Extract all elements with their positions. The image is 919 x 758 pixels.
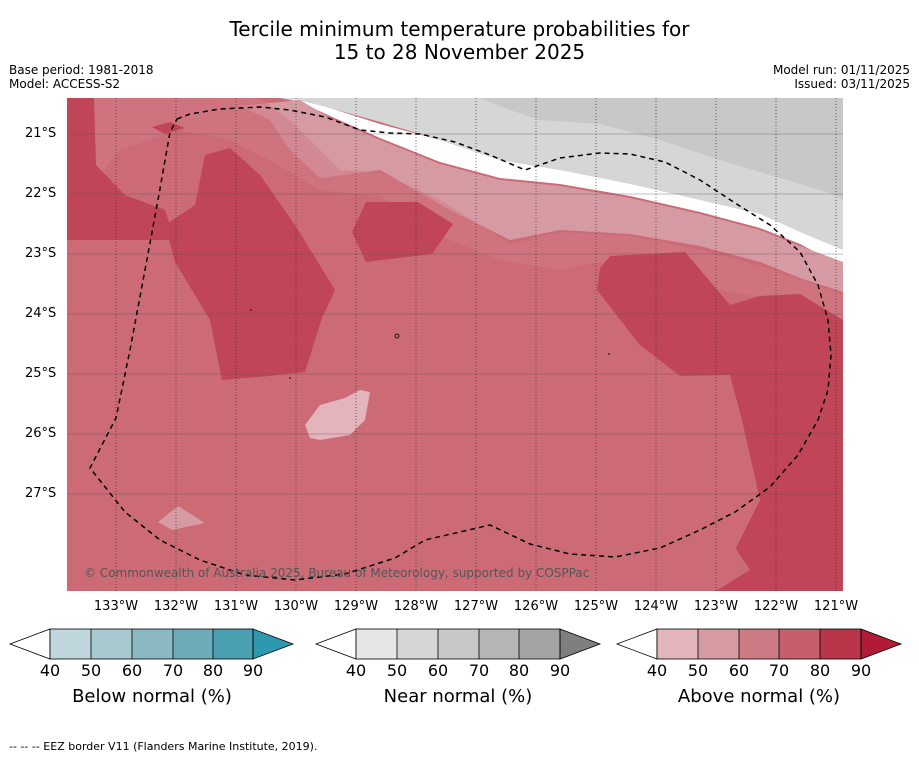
lon-label: 132°W xyxy=(153,599,199,614)
lon-label: 129°W xyxy=(333,599,379,614)
footer-note: -- -- -- EEZ border V11 (Flanders Marine… xyxy=(9,740,318,753)
field-above-40-patch-b xyxy=(158,506,205,530)
probability-field xyxy=(67,98,843,591)
eez-border xyxy=(89,106,832,581)
tick-label: 40 xyxy=(39,661,61,680)
lon-label: 127°W xyxy=(453,599,499,614)
lat-label: 23°S xyxy=(25,246,57,261)
colorbar-near-label: Near normal (%) xyxy=(383,686,533,707)
field-above-40 xyxy=(240,100,843,292)
tick-label: 50 xyxy=(80,661,102,680)
field-above-60-east-tongue xyxy=(700,420,760,591)
tick-label: 70 xyxy=(162,661,184,680)
colorbar-below xyxy=(8,628,295,660)
lat-label: 25°S xyxy=(25,366,57,381)
lat-label: 21°S xyxy=(25,126,57,141)
island-mark xyxy=(250,309,252,311)
tick-label: 60 xyxy=(121,661,143,680)
colorbar-above-label: Above normal (%) xyxy=(677,686,841,707)
field-above-70-west xyxy=(67,98,175,240)
meta-right: Model run: 01/11/2025 Issued: 03/11/2025 xyxy=(773,63,910,91)
model-name: Model: ACCESS-S2 xyxy=(9,77,121,91)
lon-label: 124°W xyxy=(633,599,679,614)
lon-label: 123°W xyxy=(693,599,739,614)
lat-label: 27°S xyxy=(25,486,57,501)
island-mark xyxy=(394,333,400,339)
lat-gridlines xyxy=(67,133,843,495)
field-white-gap xyxy=(290,98,843,262)
tick-label: 80 xyxy=(809,661,831,680)
lon-label: 125°W xyxy=(573,599,619,614)
lat-label: 22°S xyxy=(25,186,57,201)
lon-label: 122°W xyxy=(753,599,799,614)
model-run: Model run: 01/11/2025 xyxy=(772,63,910,77)
copyright-notice: © Commonwealth of Australia 2025, Bureau… xyxy=(84,566,590,580)
field-small-red xyxy=(152,122,185,134)
tick-label: 90 xyxy=(850,661,872,680)
colorbar-above xyxy=(615,628,903,660)
tick-label: 70 xyxy=(768,661,790,680)
tick-label: 50 xyxy=(386,661,408,680)
title-line-1: Tercile minimum temperature probabilitie… xyxy=(229,17,690,41)
lat-label: 26°S xyxy=(25,426,57,441)
tick-label: 50 xyxy=(687,661,709,680)
island-mark xyxy=(289,377,291,379)
chart-title: Tercile minimum temperature probabilitie… xyxy=(0,18,919,64)
tick-label: 40 xyxy=(345,661,367,680)
tick-label: 60 xyxy=(728,661,750,680)
issued-date: Issued: 03/11/2025 xyxy=(794,77,910,91)
lon-gridlines xyxy=(115,98,837,591)
lon-label: 130°W xyxy=(273,599,319,614)
tick-label: 80 xyxy=(508,661,530,680)
tick-label: 60 xyxy=(427,661,449,680)
tick-label: 90 xyxy=(549,661,571,680)
tick-label: 90 xyxy=(242,661,264,680)
lon-label: 121°W xyxy=(813,599,859,614)
tick-label: 70 xyxy=(468,661,490,680)
lon-label: 131°W xyxy=(213,599,259,614)
field-above-70-east xyxy=(597,252,843,591)
base-period: Base period: 1981-2018 xyxy=(9,63,154,77)
tick-label: 80 xyxy=(202,661,224,680)
colorbar-below-label: Below normal (%) xyxy=(72,686,232,707)
tick-label: 40 xyxy=(646,661,668,680)
island-mark xyxy=(608,353,610,355)
lat-label: 24°S xyxy=(25,306,57,321)
field-above-70-blob xyxy=(352,202,453,262)
field-above-70-center xyxy=(165,148,335,380)
lon-label: 126°W xyxy=(513,599,559,614)
lon-label: 133°W xyxy=(93,599,139,614)
lon-label: 128°W xyxy=(393,599,439,614)
meta-left: Base period: 1981-2018 Model: ACCESS-S2 xyxy=(9,63,154,91)
field-near-normal-60 xyxy=(480,98,843,200)
colorbar-near xyxy=(314,628,602,660)
title-line-2: 15 to 28 November 2025 xyxy=(333,40,586,64)
field-above-40-patch-a xyxy=(305,390,370,440)
